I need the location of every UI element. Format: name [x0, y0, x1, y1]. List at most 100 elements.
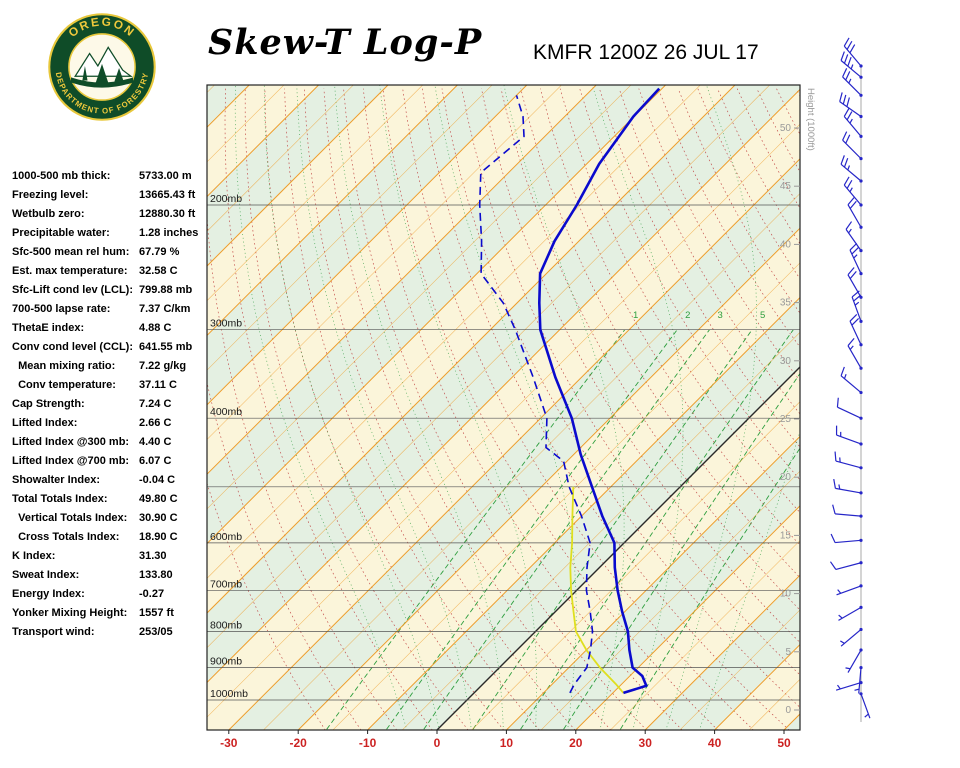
svg-text:0: 0 [434, 736, 441, 750]
svg-text:10: 10 [780, 589, 792, 600]
index-label: Est. max temperature: [12, 265, 128, 277]
svg-text:30: 30 [780, 356, 792, 367]
index-label: Conv cond level (CCL): [12, 341, 134, 353]
wind-barb [843, 176, 863, 207]
index-label: Sweat Index: [12, 569, 80, 581]
index-row: 1000-500 mb thick: 5733.00 m [12, 167, 212, 186]
wind-barb [847, 338, 863, 370]
svg-text:600mb: 600mb [210, 531, 242, 543]
wind-barb [840, 627, 863, 647]
wind-barb [842, 68, 863, 97]
svg-text:800mb: 800mb [210, 619, 242, 631]
logo-tree-icon [95, 63, 109, 83]
mixing-ratio-label: 20 [884, 310, 895, 321]
index-row: Lifted Index @700 mb: 6.07 C [12, 452, 212, 471]
odf-logo-svg: OREGON DEPARTMENT OF FORESTRY [48, 13, 156, 121]
index-value: 7.24 C [139, 398, 172, 410]
index-value: 5733.00 m [139, 170, 192, 182]
index-row: Lifted Index: 2.66 C [12, 414, 212, 433]
svg-text:15: 15 [780, 530, 792, 541]
svg-text:40: 40 [708, 736, 722, 750]
index-label: Lifted Index @700 mb: [12, 455, 130, 467]
index-label: Cap Strength: [12, 398, 85, 410]
wind-barb [840, 155, 863, 183]
index-row: Transport wind: 253/05 [12, 623, 212, 642]
index-row: Freezing level: 13665.43 ft [12, 186, 212, 205]
wind-barb [835, 681, 863, 691]
mixing-ratio-label: 1 [633, 310, 638, 321]
mixing-ratio-label: 5 [760, 310, 765, 321]
wind-barb [849, 242, 863, 276]
index-label: K Index: [12, 550, 56, 562]
plot-area: 1 2 3 5 8 12 20 [207, 85, 895, 730]
svg-text:-10: -10 [359, 736, 377, 750]
wind-barb [836, 397, 863, 420]
svg-text:50: 50 [777, 736, 791, 750]
index-label: Cross Totals Index: [12, 531, 120, 543]
index-label: Lifted Index: [12, 417, 78, 429]
index-value: 37.11 C [139, 379, 177, 391]
index-label: 700-500 lapse rate: [12, 303, 111, 315]
parcel-line [569, 486, 625, 694]
index-value: 12880.30 ft [139, 208, 196, 220]
wind-barb [842, 131, 863, 161]
mixing-ratio-label: 12 [835, 310, 846, 321]
dry-adiabats [207, 88, 800, 730]
wind-barb [830, 533, 863, 544]
svg-text:20: 20 [780, 472, 792, 483]
logo-tree-icon [114, 68, 124, 82]
index-label: Yonker Mixing Height: [12, 607, 128, 619]
index-value: 641.55 mb [139, 341, 193, 353]
svg-text:1000mb: 1000mb [210, 688, 248, 700]
dewpoint-line [478, 95, 594, 694]
index-label: Sfc-500 mean rel hum: [12, 246, 130, 258]
index-label: Showalter Index: [12, 474, 101, 486]
wind-barb [854, 666, 863, 694]
index-row: Wetbulb zero: 12880.30 ft [12, 205, 212, 224]
index-label: Precipitable water: [12, 227, 110, 239]
logo-tree-icon [82, 65, 93, 81]
index-row: Total Totals Index: 49.80 C [12, 490, 212, 509]
index-value: 13665.43 ft [139, 189, 196, 201]
wind-barbs [829, 37, 871, 722]
index-row: Yonker Mixing Height: 1557 ft [12, 604, 212, 623]
index-value: 4.40 C [139, 436, 172, 448]
isotherms [207, 85, 800, 730]
svg-text:5: 5 [785, 647, 791, 658]
temperature-line [537, 87, 661, 695]
index-row: Cross Totals Index: 18.90 C [12, 528, 212, 547]
index-value: 18.90 C [139, 531, 178, 543]
index-value: -0.04 C [139, 474, 176, 486]
index-row: Showalter Index: -0.04 C [12, 471, 212, 490]
wind-barb [849, 314, 863, 347]
wind-barb [847, 197, 863, 229]
index-row: Vertical Totals Index: 30.90 C [12, 509, 212, 528]
wind-barb [836, 584, 863, 596]
mixing-ratio-label: 8 [801, 310, 806, 321]
wind-barb [829, 561, 863, 571]
index-label: Total Totals Index: [12, 493, 108, 505]
index-value: 30.90 C [139, 512, 178, 524]
index-value: 6.07 C [139, 455, 172, 467]
index-label: Lifted Index @300 mb: [12, 436, 130, 448]
wind-barb [845, 648, 863, 673]
index-label: Vertical Totals Index: [12, 512, 128, 524]
moist-adiabats [234, 85, 800, 730]
svg-text:20: 20 [569, 736, 583, 750]
index-label: ThetaE index: [12, 322, 85, 334]
index-row: Cap Strength: 7.24 C [12, 395, 212, 414]
logo-outer-border [48, 13, 156, 121]
index-row: 700-500 lapse rate: 7.37 C/km [12, 300, 212, 319]
mixing-ratio-label: 2 [685, 310, 690, 321]
wind-barb [840, 366, 863, 395]
index-value: 7.37 C/km [139, 303, 191, 315]
svg-text:35: 35 [780, 298, 792, 309]
index-value: 67.79 % [139, 246, 180, 258]
index-label: Energy Index: [12, 588, 85, 600]
index-label: Wetbulb zero: [12, 208, 85, 220]
plot-border [206, 84, 801, 731]
mixing-ratio-label: 3 [717, 310, 722, 321]
index-value: 49.80 C [139, 493, 178, 505]
wind-barb [833, 478, 863, 495]
